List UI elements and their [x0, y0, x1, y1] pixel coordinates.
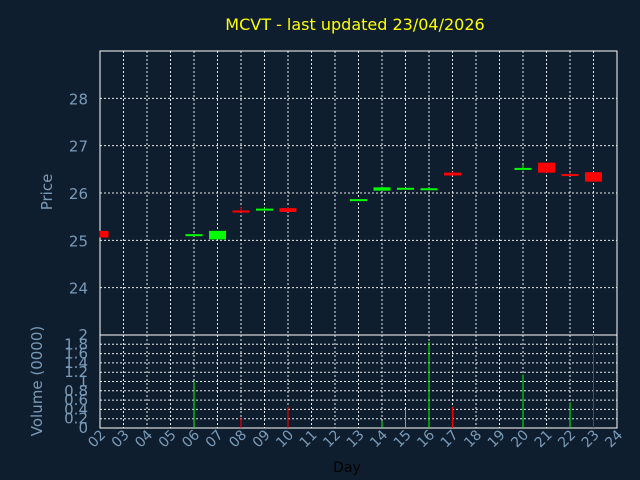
candle-body — [209, 230, 226, 240]
candle-body — [444, 172, 461, 176]
candle-body — [100, 230, 109, 238]
price-tick-label: 25 — [69, 232, 88, 250]
volume-frame — [99, 334, 618, 429]
volume-tick-label: 0.2 — [64, 410, 88, 428]
price-tick-label: 24 — [69, 280, 88, 298]
x-axis: 02 03 04 05 06 07 08 09 10 11 12 13 14 15 16 17 18 19 20 21… — [85, 427, 626, 451]
candle-body — [279, 208, 297, 212]
volume-tick-label: 0.6 — [64, 391, 88, 409]
candle-body — [538, 162, 555, 173]
volume-tick-label: 1.2 — [64, 363, 88, 381]
candle-body — [232, 210, 250, 213]
candle-body — [420, 188, 438, 191]
price-tick-label: 26 — [69, 185, 88, 203]
candle-body — [561, 174, 579, 177]
volume-tick-label: 0.4 — [64, 400, 88, 418]
volume-panel: 00.20.40.60.811.21.41.61.82 — [64, 326, 618, 437]
volume-tick-label: 0.8 — [64, 382, 88, 400]
candle-body — [514, 167, 532, 170]
candle-body — [256, 208, 273, 211]
volume-tick-label: 1.4 — [64, 354, 88, 372]
volume-tick-label: 0 — [78, 419, 88, 437]
volume-tick-label: 1.8 — [64, 335, 88, 353]
volume-tick-label: 1 — [78, 373, 88, 391]
price-panel: 24 25 26 27 28 — [69, 50, 618, 336]
candle-body — [397, 187, 414, 190]
candle-body — [585, 172, 602, 182]
candle-body — [373, 187, 391, 191]
volume-axis-label: Volume (0000) — [28, 326, 46, 436]
price-axis-label: Price — [38, 174, 56, 211]
candle-body — [185, 234, 203, 237]
volume-tick-label: 1.6 — [64, 345, 88, 363]
price-tick-label: 28 — [69, 90, 88, 108]
volume-tick-label: 2 — [78, 326, 88, 344]
chart-title: MCVT - last updated 23/04/2026 — [225, 15, 484, 34]
candle-body — [350, 199, 367, 202]
price-tick-label: 27 — [69, 138, 88, 156]
day-axis-label: Day — [333, 460, 361, 476]
